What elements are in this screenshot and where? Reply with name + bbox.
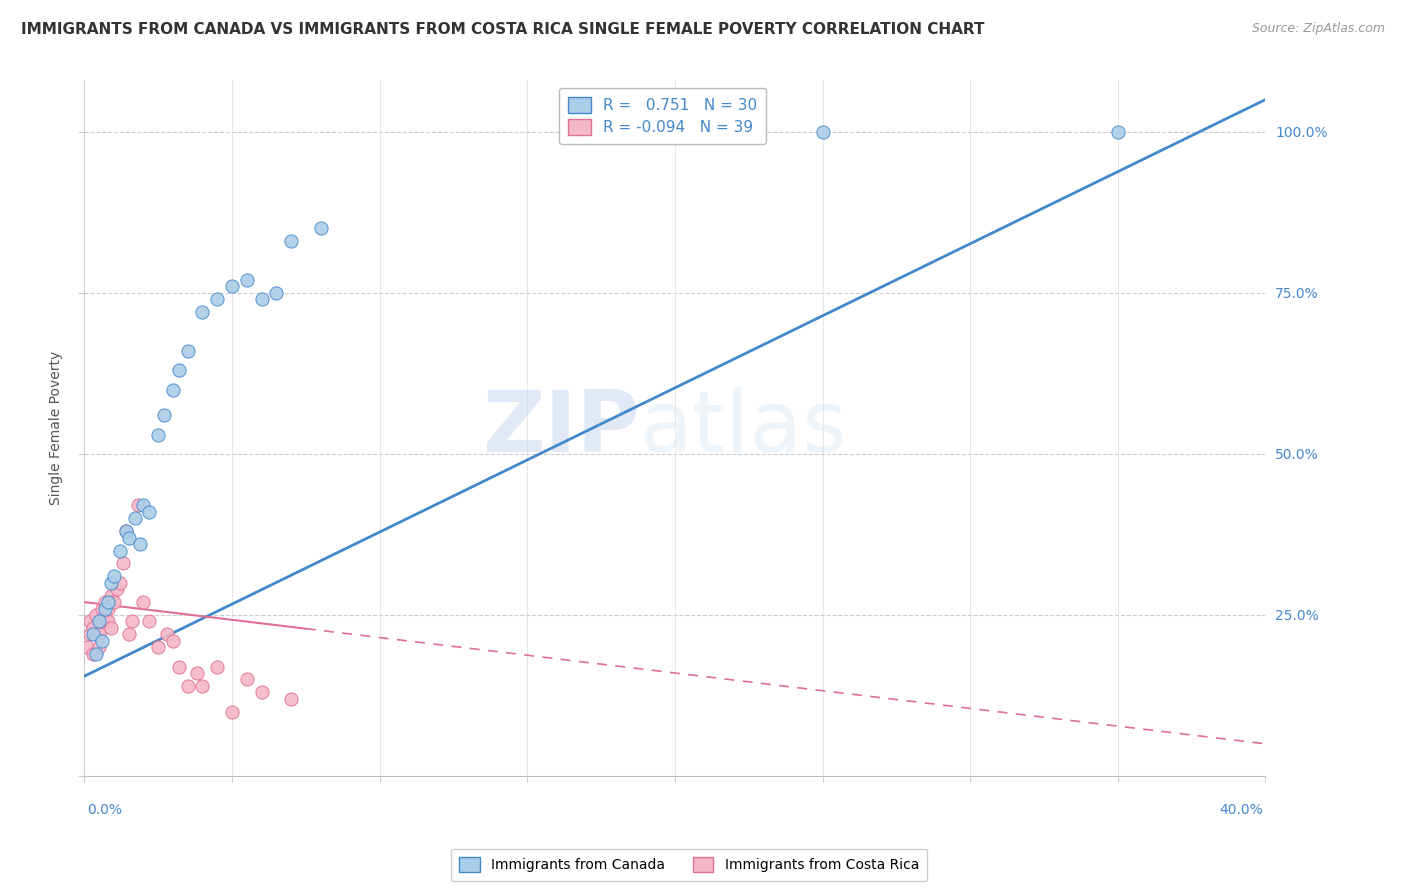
Point	[221, 705, 243, 719]
Point	[118, 627, 141, 641]
Y-axis label: Single Female Poverty: Single Female Poverty	[49, 351, 63, 505]
Point	[82, 621, 104, 635]
Point	[162, 633, 184, 648]
Point	[309, 221, 332, 235]
Point	[91, 615, 114, 629]
Point	[118, 531, 141, 545]
Point	[148, 640, 170, 655]
Point	[124, 511, 146, 525]
Point	[177, 679, 200, 693]
Point	[114, 524, 136, 539]
Text: 40.0%: 40.0%	[1219, 803, 1263, 816]
Point	[105, 582, 128, 597]
Point	[97, 615, 120, 629]
Point	[236, 673, 259, 687]
Point	[811, 125, 834, 139]
Point	[205, 293, 228, 307]
Point	[153, 409, 176, 423]
Point	[167, 659, 190, 673]
Point	[221, 279, 243, 293]
Point	[97, 601, 120, 615]
Point	[89, 627, 111, 641]
Point	[103, 595, 125, 609]
Point	[138, 505, 160, 519]
Point	[121, 615, 143, 629]
Point	[127, 499, 149, 513]
Text: atlas: atlas	[640, 386, 848, 470]
Point	[76, 640, 98, 655]
Text: ZIP: ZIP	[482, 386, 640, 470]
Point	[100, 621, 122, 635]
Point	[156, 627, 179, 641]
Point	[91, 601, 114, 615]
Point	[177, 343, 200, 358]
Point	[108, 575, 131, 590]
Point	[79, 627, 101, 641]
Text: IMMIGRANTS FROM CANADA VS IMMIGRANTS FROM COSTA RICA SINGLE FEMALE POVERTY CORRE: IMMIGRANTS FROM CANADA VS IMMIGRANTS FRO…	[21, 22, 984, 37]
Point	[129, 537, 152, 551]
Point	[89, 640, 111, 655]
Point	[84, 627, 107, 641]
Point	[162, 383, 184, 397]
Point	[94, 595, 117, 609]
Legend: Immigrants from Canada, Immigrants from Costa Rica: Immigrants from Canada, Immigrants from …	[450, 849, 928, 880]
Point	[132, 499, 155, 513]
Point	[236, 273, 259, 287]
Point	[84, 647, 107, 661]
Point	[82, 627, 104, 641]
Point	[84, 607, 107, 622]
Point	[103, 569, 125, 583]
Legend: R =   0.751   N = 30, R = -0.094   N = 39: R = 0.751 N = 30, R = -0.094 N = 39	[558, 88, 766, 145]
Point	[94, 601, 117, 615]
Point	[111, 557, 134, 571]
Point	[138, 615, 160, 629]
Point	[100, 589, 122, 603]
Point	[191, 679, 214, 693]
Point	[167, 363, 190, 377]
Point	[148, 427, 170, 442]
Point	[97, 595, 120, 609]
Point	[264, 285, 288, 300]
Point	[280, 691, 302, 706]
Point	[114, 524, 136, 539]
Point	[89, 615, 111, 629]
Point	[82, 647, 104, 661]
Point	[132, 595, 155, 609]
Point	[250, 293, 273, 307]
Point	[280, 235, 302, 249]
Point	[91, 633, 114, 648]
Point	[205, 659, 228, 673]
Point	[94, 607, 117, 622]
Point	[100, 575, 122, 590]
Point	[191, 305, 214, 319]
Point	[186, 665, 208, 680]
Text: 0.0%: 0.0%	[87, 803, 122, 816]
Point	[1107, 125, 1129, 139]
Point	[250, 685, 273, 699]
Point	[108, 543, 131, 558]
Point	[79, 615, 101, 629]
Text: Source: ZipAtlas.com: Source: ZipAtlas.com	[1251, 22, 1385, 36]
